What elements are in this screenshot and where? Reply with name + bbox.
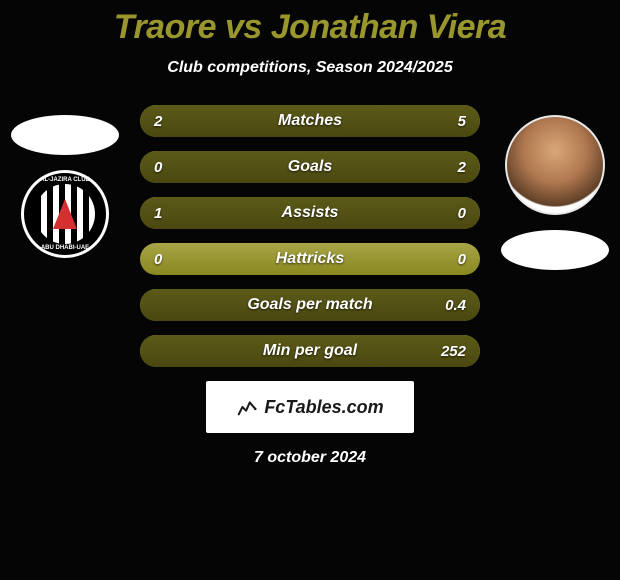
right-player-column (500, 115, 610, 270)
left-player-column: AL-JAZIRA CLUB ABU DHABI-UAE (10, 115, 120, 258)
club-logo-placeholder-right (501, 230, 609, 270)
stats-container: 2 Matches 5 0 Goals 2 1 Assists 0 0 Hatt… (140, 105, 480, 367)
left-club-logo: AL-JAZIRA CLUB ABU DHABI-UAE (21, 170, 109, 258)
snapshot-date: 7 october 2024 (0, 449, 620, 467)
stat-value-right: 0 (458, 243, 466, 275)
stat-label: Goals (140, 151, 480, 183)
stat-value-right: 252 (441, 335, 466, 367)
stat-row-hattricks: 0 Hattricks 0 (140, 243, 480, 275)
stat-label: Goals per match (140, 289, 480, 321)
stat-label: Matches (140, 105, 480, 137)
stat-row-min-per-goal: Min per goal 252 (140, 335, 480, 367)
stat-value-right: 0 (458, 197, 466, 229)
player-photo-placeholder-left (11, 115, 119, 155)
stat-value-right: 2 (458, 151, 466, 183)
club-logo-stripes (35, 184, 95, 244)
comparison-title: Traore vs Jonathan Viera (0, 0, 620, 47)
stat-label: Min per goal (140, 335, 480, 367)
player-photo-right (505, 115, 605, 215)
club-name-bottom: ABU DHABI-UAE (24, 245, 106, 251)
stat-label: Hattricks (140, 243, 480, 275)
footer-brand-badge: FcTables.com (206, 381, 414, 433)
footer-brand-text: FcTables.com (264, 397, 383, 418)
stat-row-goals: 0 Goals 2 (140, 151, 480, 183)
club-name-top: AL-JAZIRA CLUB (24, 177, 106, 183)
stat-row-assists: 1 Assists 0 (140, 197, 480, 229)
stat-value-right: 0.4 (445, 289, 466, 321)
comparison-subtitle: Club competitions, Season 2024/2025 (0, 59, 620, 77)
fctables-logo-icon (236, 396, 258, 418)
stat-value-right: 5 (458, 105, 466, 137)
stat-row-goals-per-match: Goals per match 0.4 (140, 289, 480, 321)
stat-row-matches: 2 Matches 5 (140, 105, 480, 137)
stat-label: Assists (140, 197, 480, 229)
